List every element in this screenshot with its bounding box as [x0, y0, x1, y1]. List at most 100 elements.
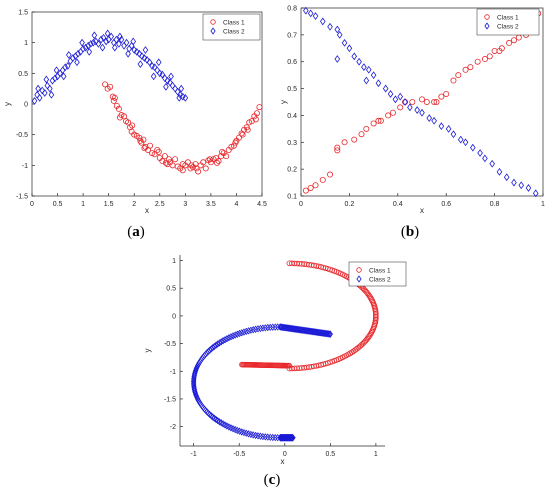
x-tick-label: 0.5: [325, 451, 335, 458]
data-point: [367, 294, 374, 301]
data-point: [115, 105, 122, 112]
data-point: [75, 49, 81, 58]
data-point: [423, 99, 430, 106]
data-point: [239, 361, 245, 368]
series-class-2: [31, 29, 189, 105]
data-point: [223, 153, 230, 160]
y-tick-label: -1: [170, 369, 176, 376]
panel-b-scatter: 0 0.2 0.4 0.6 0.8 1 0.1 0.2 0.3 0.4 0.5 0.6 0.7 0.8 x y…: [279, 6, 545, 241]
data-point: [230, 332, 236, 340]
data-point: [230, 142, 237, 149]
data-point: [309, 327, 315, 336]
legend: Class 1 Class 2: [348, 261, 407, 287]
data-point: [319, 176, 326, 183]
series-class-1: [302, 10, 542, 194]
data-point: [154, 66, 161, 75]
y-tick-label: -1: [22, 163, 28, 170]
legend-label: Class 1: [223, 20, 245, 27]
panel-caption: (c): [264, 472, 281, 488]
data-point: [161, 153, 168, 160]
data-point: [172, 84, 178, 93]
data-point: [41, 89, 48, 97]
y-tick-label: -2: [170, 424, 176, 431]
y-tick-label: 1: [24, 40, 28, 47]
data-point: [370, 120, 377, 127]
legend-marker: [356, 267, 362, 273]
y-tick-label: 0.2: [287, 167, 297, 174]
y-tick-label: 0.8: [287, 6, 297, 13]
data-point: [302, 187, 309, 194]
data-point: [477, 149, 483, 157]
legend: Class 1 Class 2: [476, 8, 540, 36]
data-point: [36, 93, 43, 102]
data-point: [162, 74, 168, 83]
data-point: [346, 44, 353, 53]
legend-marker: [484, 22, 490, 30]
series-class-1: [102, 81, 263, 175]
data-point: [47, 84, 53, 93]
data-point: [414, 106, 420, 114]
data-point: [322, 329, 328, 338]
data-point: [48, 90, 55, 99]
data-point: [506, 39, 513, 46]
data-point: [256, 104, 263, 111]
y-tick-label: -0.5: [16, 132, 28, 139]
data-point: [486, 53, 493, 60]
y-tick-label: 1: [172, 258, 176, 265]
data-point: [235, 134, 242, 141]
data-point: [470, 143, 476, 152]
data-point: [326, 330, 332, 338]
x-tick-label: 0.2: [345, 201, 355, 208]
data-point: [128, 128, 135, 135]
data-point: [298, 326, 304, 334]
data-point: [117, 32, 123, 41]
data-point: [510, 37, 517, 44]
data-point: [232, 425, 238, 434]
data-point: [192, 387, 198, 395]
data-point: [375, 117, 382, 124]
data-point: [125, 49, 131, 58]
data-point: [137, 60, 144, 69]
x-tick-label: 3.5: [206, 201, 216, 208]
data-point: [419, 108, 425, 117]
data-point: [103, 37, 109, 46]
data-point: [482, 154, 488, 163]
data-point: [184, 159, 191, 166]
data-point: [31, 97, 38, 105]
data-point: [305, 327, 311, 335]
data-point: [200, 159, 207, 166]
data-point: [438, 93, 445, 100]
data-point: [467, 64, 474, 71]
data-point: [234, 426, 240, 435]
data-point: [407, 103, 413, 112]
data-point: [294, 325, 301, 334]
data-point: [228, 424, 234, 432]
data-point: [450, 77, 457, 84]
data-point: [80, 44, 86, 53]
data-point: [162, 159, 169, 166]
data-point: [308, 327, 314, 336]
data-point: [177, 90, 184, 99]
data-point: [303, 326, 309, 335]
data-point: [206, 156, 213, 163]
x-tick-label: 0.6: [441, 201, 451, 208]
data-point: [232, 331, 238, 339]
data-point: [445, 124, 452, 133]
data-point: [179, 167, 186, 174]
data-point: [313, 328, 319, 336]
data-point: [139, 52, 145, 61]
data-point: [327, 171, 334, 178]
data-point: [277, 323, 283, 331]
data-point: [102, 81, 109, 88]
data-point: [193, 165, 200, 172]
data-point: [95, 40, 102, 48]
legend-box: [476, 8, 540, 36]
data-point: [312, 182, 319, 189]
data-point: [312, 12, 319, 20]
data-point: [130, 37, 136, 46]
data-point: [363, 125, 370, 132]
data-point: [307, 327, 313, 335]
data-point: [104, 29, 111, 38]
data-point: [307, 9, 314, 18]
data-point: [278, 323, 284, 331]
